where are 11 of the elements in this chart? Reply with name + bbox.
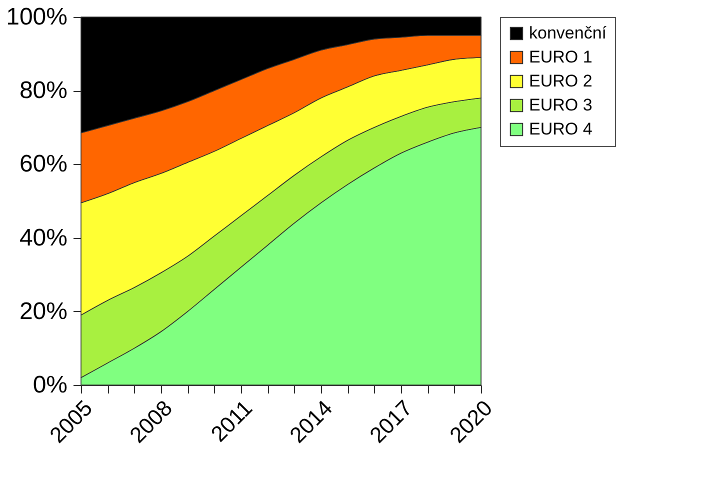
legend-label: EURO 4 [529, 120, 592, 138]
legend-label: EURO 2 [529, 72, 592, 90]
legend-label: EURO 3 [529, 96, 592, 114]
y-tick-label: 60% [19, 150, 68, 178]
legend-label: EURO 1 [529, 48, 592, 66]
y-tick-label: 20% [19, 298, 68, 325]
legend-label: konvenční [529, 24, 607, 42]
y-tick-label: 0% [32, 372, 68, 398]
y-tick-label: 40% [19, 224, 68, 252]
y-tick-label: 100% [6, 4, 68, 30]
y-tick-label: 80% [19, 77, 68, 104]
